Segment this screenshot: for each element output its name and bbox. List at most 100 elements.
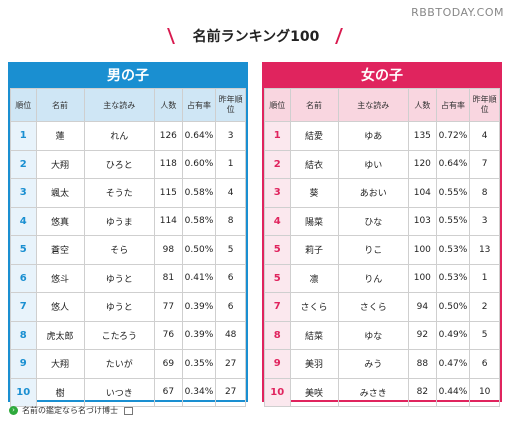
name-cell: 美咲 <box>289 377 339 407</box>
reading-cell: みさき <box>337 377 410 407</box>
rank-cell: 10 <box>264 377 291 407</box>
table-row: 5 凛りん 100 0.53% 1 <box>264 263 500 293</box>
column-header-rank: 順位 <box>10 88 37 122</box>
count-cell: 120 <box>408 149 437 179</box>
table-row: 5 莉子 りこ 100 0.53% 13 <box>264 235 500 265</box>
last-year-rank-cell: 3 <box>215 121 246 151</box>
rank-cell: 5 <box>264 235 291 265</box>
rank-cell: 9 <box>10 349 37 379</box>
rank-cell: 5 <box>10 235 37 265</box>
table-row: 9 美羽 みう 88 0.47% 6 <box>264 349 500 379</box>
reading-cell: ゆな <box>337 320 410 350</box>
rank-cell: 4 <box>10 206 37 236</box>
boys-panel-header: 男の子 <box>10 64 246 88</box>
reading-cell: ひろと <box>83 149 156 179</box>
last-year-rank-cell: 5 <box>215 235 246 265</box>
reading-cell: あおい <box>337 178 410 208</box>
count-cell: 69 <box>154 349 183 379</box>
last-year-rank-cell: 48 <box>215 320 246 350</box>
last-year-rank-cell: 5 <box>469 320 500 350</box>
last-year-rank-cell: 4 <box>469 121 500 151</box>
rank-cell: 8 <box>264 320 291 350</box>
reading-cell: りこ <box>337 235 410 265</box>
reading-cell: みう <box>337 349 410 379</box>
reading-cell: りん <box>337 263 410 293</box>
footer-link-text[interactable]: 名前の鑑定なら名づけ博士 <box>22 406 118 415</box>
count-cell: 135 <box>408 121 437 151</box>
last-year-rank-cell: 1 <box>215 149 246 179</box>
external-link-icon <box>124 406 133 415</box>
column-header-count: 人数 <box>408 88 437 122</box>
name-cell: 凛 <box>289 263 339 293</box>
table-row: 1 結愛 ゆあ 135 0.72% 4 <box>264 121 500 151</box>
rank-cell: 2 <box>10 149 37 179</box>
last-year-rank-cell: 6 <box>215 263 246 293</box>
last-year-rank-cell: 13 <box>469 235 500 265</box>
title-area: 名前ランキング100 <box>0 26 512 46</box>
name-cell: 蓮 <box>35 121 85 151</box>
girls-panel-header: 女の子 <box>264 64 500 88</box>
reading-cell: いつき <box>83 377 156 407</box>
share-cell: 0.55% <box>435 206 471 236</box>
column-header-share: 占有率 <box>181 88 217 122</box>
count-cell: 81 <box>154 263 183 293</box>
share-cell: 0.53% <box>435 263 471 293</box>
name-cell: 莉子 <box>289 235 339 265</box>
table-row: 6 悠斗 ゆうと 81 0.41% 6 <box>10 263 246 293</box>
count-cell: 100 <box>408 263 437 293</box>
reading-cell: こたろう <box>83 320 156 350</box>
column-header-name: 名前 <box>35 88 85 122</box>
column-header-reading: 主な読み <box>83 88 156 122</box>
rank-cell: 6 <box>10 263 37 293</box>
name-cell: 颯太 <box>35 178 85 208</box>
share-cell: 0.72% <box>435 121 471 151</box>
page-title: 名前ランキング100 <box>192 29 320 45</box>
column-header-rank: 順位 <box>264 88 291 122</box>
last-year-rank-cell: 2 <box>469 292 500 322</box>
name-cell: 大翔 <box>35 349 85 379</box>
table-row: 10 樹いつき 67 0.34% 27 <box>10 377 246 407</box>
column-header-count: 人数 <box>154 88 183 122</box>
column-header-share: 占有率 <box>435 88 471 122</box>
rank-cell: 8 <box>10 320 37 350</box>
share-cell: 0.64% <box>435 149 471 179</box>
count-cell: 118 <box>154 149 183 179</box>
count-cell: 82 <box>408 377 437 407</box>
boys-ranking-panel: 男の子 順位 名前 主な読み 人数 占有率 昨年順位 1 蓮れん 126 0.64% 3… <box>8 62 248 407</box>
table-row: 9 大翔 たいが 69 0.35% 27 <box>10 349 246 379</box>
reading-cell: ゆうと <box>83 263 156 293</box>
reading-cell: そら <box>83 235 156 265</box>
column-header-last-year: 昨年順位 <box>469 88 500 122</box>
name-cell: 結菜 <box>289 320 339 350</box>
last-year-rank-cell: 8 <box>469 178 500 208</box>
table-row: 7 悠人 ゆうと 77 0.39% 6 <box>10 292 246 322</box>
last-year-rank-cell: 4 <box>215 178 246 208</box>
table-row: 4 陽菜 ひな 103 0.55% 3 <box>264 206 500 236</box>
footer-link[interactable]: › 名前の鑑定なら名づけ博士 <box>9 405 133 416</box>
name-cell: 大翔 <box>35 149 85 179</box>
share-cell: 0.47% <box>435 349 471 379</box>
reading-cell: ひな <box>337 206 410 236</box>
share-cell: 0.49% <box>435 320 471 350</box>
count-cell: 104 <box>408 178 437 208</box>
rank-cell: 1 <box>264 121 291 151</box>
table-row: 5 蒼空 そら 98 0.50% 5 <box>10 235 246 265</box>
name-cell: さくら <box>289 292 339 322</box>
count-cell: 114 <box>154 206 183 236</box>
rank-cell: 5 <box>264 263 291 293</box>
last-year-rank-cell: 6 <box>469 349 500 379</box>
count-cell: 126 <box>154 121 183 151</box>
table-row: 4 悠真 ゆうま 114 0.58% 8 <box>10 206 246 236</box>
watermark: RBBTODAY.COM <box>411 6 504 19</box>
column-header-reading: 主な読み <box>337 88 410 122</box>
share-cell: 0.34% <box>181 377 217 407</box>
share-cell: 0.60% <box>181 149 217 179</box>
table-row: 2 大翔 ひろと 118 0.60% 1 <box>10 149 246 179</box>
last-year-rank-cell: 8 <box>215 206 246 236</box>
count-cell: 115 <box>154 178 183 208</box>
last-year-rank-cell: 7 <box>469 149 500 179</box>
last-year-rank-cell: 3 <box>469 206 500 236</box>
rank-cell: 4 <box>264 206 291 236</box>
share-cell: 0.50% <box>181 235 217 265</box>
rank-cell: 3 <box>264 178 291 208</box>
